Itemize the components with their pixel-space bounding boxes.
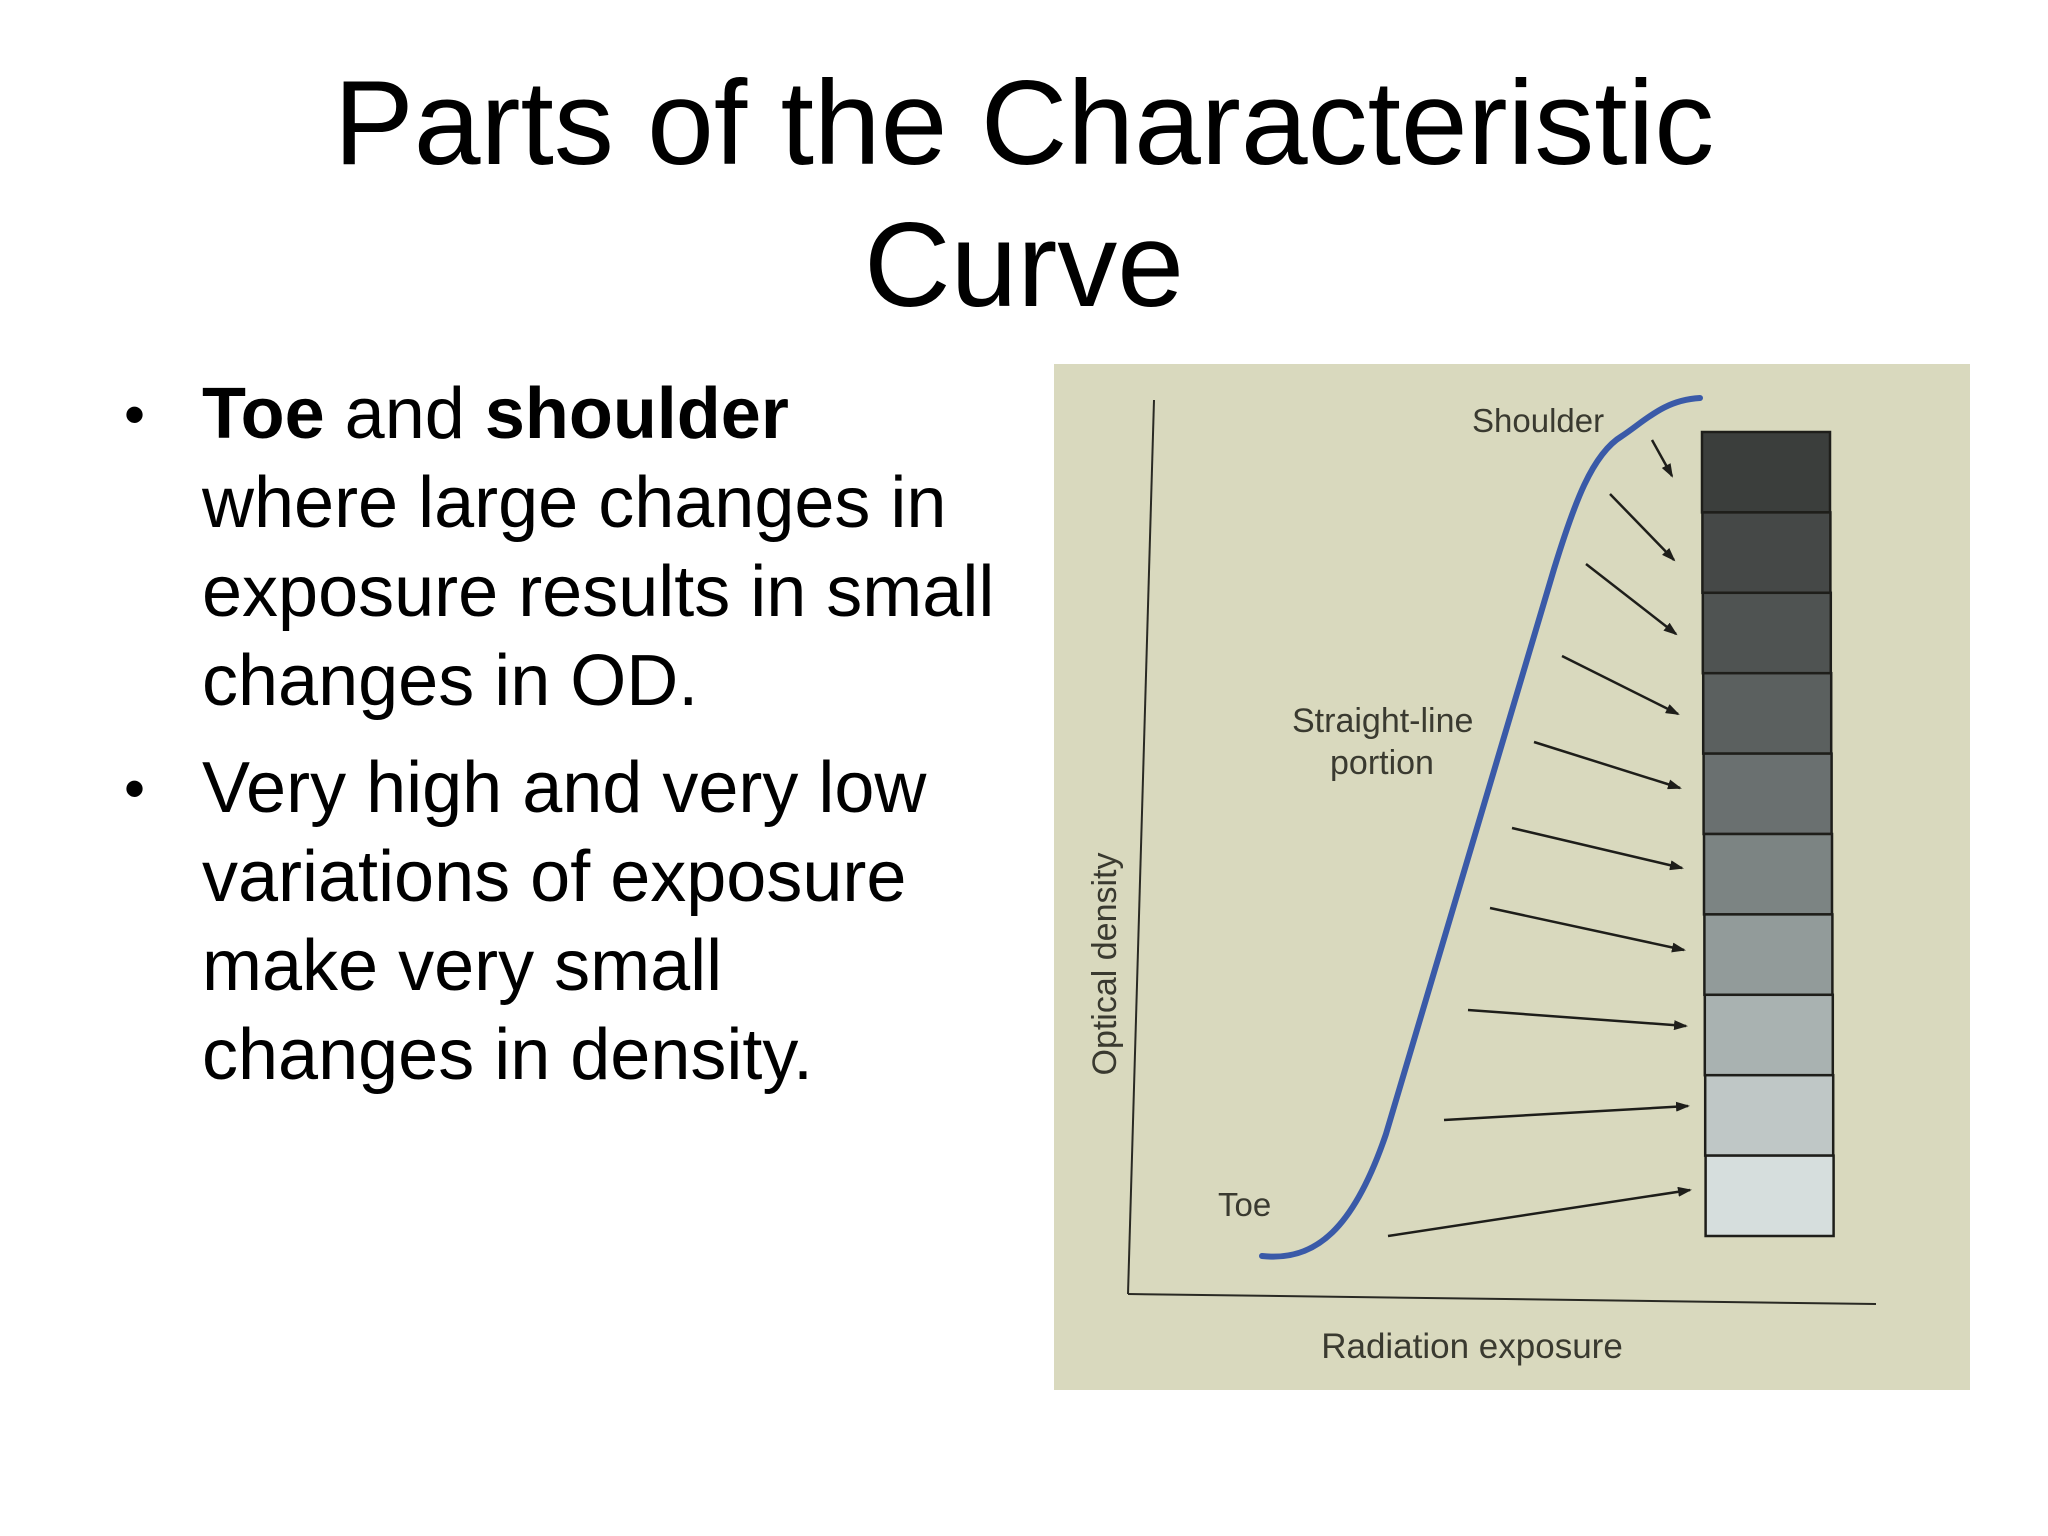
bullet-item-toe-shoulder: • Toe and shoulder where large changes i… bbox=[120, 370, 1000, 726]
step-wedge-step bbox=[1701, 591, 1833, 675]
arrow-line bbox=[1585, 563, 1678, 636]
label-shoulder: Shoulder bbox=[1472, 402, 1604, 439]
step-wedge-step bbox=[1700, 430, 1832, 514]
bullet-list: • Toe and shoulder where large changes i… bbox=[120, 370, 1000, 1118]
step-wedge-step bbox=[1703, 993, 1835, 1077]
bullet-text: and bbox=[324, 374, 485, 454]
arrow-line bbox=[1467, 1008, 1688, 1031]
slide-title-line2: Curve bbox=[863, 198, 1185, 332]
bullet-bold-shoulder: shoulder bbox=[484, 374, 789, 454]
arrow-line bbox=[1387, 1186, 1692, 1238]
step-wedge-step bbox=[1702, 832, 1834, 916]
step-wedge-step bbox=[1704, 1154, 1835, 1238]
step-wedge-step bbox=[1703, 913, 1834, 997]
y-axis-line bbox=[1127, 399, 1155, 1295]
characteristic-curve-diagram: Shoulder Straight-line portion Toe Optic… bbox=[1086, 395, 1877, 1366]
arrow-line bbox=[1489, 906, 1686, 953]
arrow-line bbox=[1533, 740, 1682, 790]
arrow-line bbox=[1609, 493, 1676, 562]
bullet-text: where large changes in exposure results … bbox=[202, 463, 995, 721]
step-wedge-step bbox=[1701, 671, 1833, 755]
slide-title: Parts of the Characteristic Curve bbox=[0, 52, 2048, 336]
characteristic-curve-figure: Shoulder Straight-line portion Toe Optic… bbox=[1054, 364, 1970, 1390]
step-wedge-step bbox=[1703, 1073, 1835, 1157]
label-toe: Toe bbox=[1218, 1186, 1271, 1223]
bullet-icon: • bbox=[124, 755, 146, 822]
bullet-icon: • bbox=[124, 381, 146, 448]
arrow-line bbox=[1511, 826, 1684, 871]
bullet-item-variations: • Very high and very low variations of e… bbox=[120, 744, 1000, 1100]
characteristic-curve-line bbox=[1259, 395, 1703, 1260]
label-x-axis: Radiation exposure bbox=[1321, 1327, 1623, 1366]
label-straight-line-1: Straight-line bbox=[1292, 702, 1473, 740]
label-straight-line-2: portion bbox=[1330, 744, 1434, 782]
bullet-bold-toe: Toe bbox=[202, 374, 325, 454]
arrows-group bbox=[1387, 439, 1692, 1238]
arrow-line bbox=[1443, 1101, 1690, 1122]
step-wedge-step bbox=[1701, 511, 1832, 595]
label-y-axis: Optical density bbox=[1086, 853, 1124, 1076]
arrow-line bbox=[1561, 654, 1680, 716]
step-wedge bbox=[1700, 430, 1835, 1238]
x-axis-line bbox=[1127, 1293, 1877, 1305]
arrow-line bbox=[1650, 439, 1674, 478]
slide-title-line1: Parts of the Characteristic bbox=[333, 56, 1715, 190]
bullet-text: Very high and very low variations of exp… bbox=[202, 748, 927, 1095]
step-wedge-step bbox=[1702, 752, 1833, 836]
